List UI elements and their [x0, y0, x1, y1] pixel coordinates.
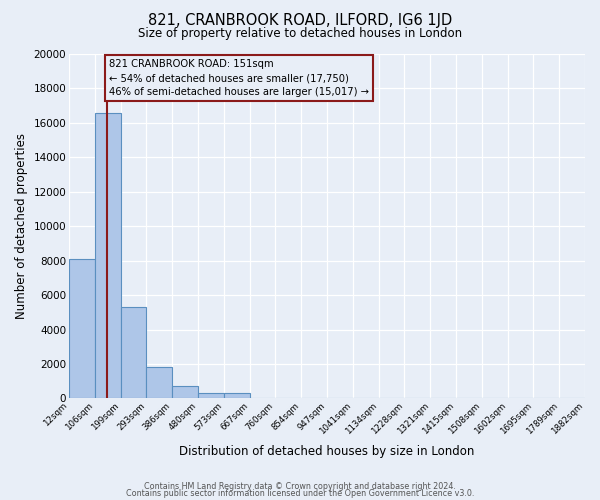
Text: 821, CRANBROOK ROAD, ILFORD, IG6 1JD: 821, CRANBROOK ROAD, ILFORD, IG6 1JD: [148, 12, 452, 28]
X-axis label: Distribution of detached houses by size in London: Distribution of detached houses by size …: [179, 444, 475, 458]
Bar: [69, 259, 95, 398]
Text: 821 CRANBROOK ROAD: 151sqm
← 54% of detached houses are smaller (17,750)
46% of : 821 CRANBROOK ROAD: 151sqm ← 54% of deta…: [109, 59, 369, 97]
Bar: [95, 112, 121, 399]
Bar: [198, 394, 224, 398]
Y-axis label: Number of detached properties: Number of detached properties: [15, 133, 28, 319]
Bar: [121, 307, 146, 398]
Text: Contains public sector information licensed under the Open Government Licence v3: Contains public sector information licen…: [126, 490, 474, 498]
Text: Contains HM Land Registry data © Crown copyright and database right 2024.: Contains HM Land Registry data © Crown c…: [144, 482, 456, 491]
Bar: [224, 394, 250, 398]
Bar: [146, 368, 172, 398]
Bar: [172, 386, 198, 398]
Text: Size of property relative to detached houses in London: Size of property relative to detached ho…: [138, 28, 462, 40]
